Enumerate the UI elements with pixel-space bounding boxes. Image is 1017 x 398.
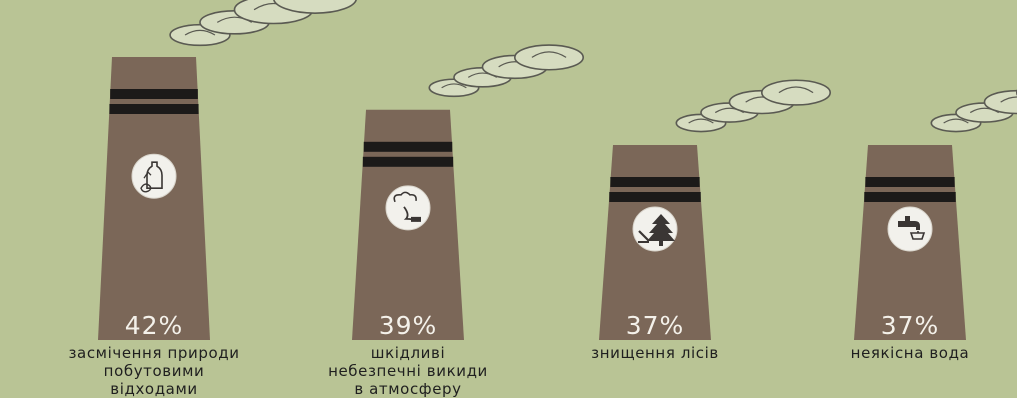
category-label-line: відходами [19, 380, 289, 398]
chimney-band [363, 157, 453, 167]
icon-badge [888, 207, 932, 251]
value-label: 37% [626, 311, 685, 340]
category-label-line: небезпечні викиди [273, 362, 543, 380]
smoke-puff [515, 45, 583, 70]
value-label: 37% [881, 311, 940, 340]
smoke-puff [762, 80, 830, 105]
chimney-band [110, 89, 198, 99]
value-label: 42% [125, 311, 184, 340]
chimney-band [610, 177, 699, 187]
chimney-band [364, 142, 453, 152]
value-label: 39% [379, 311, 438, 340]
chimney-band [865, 177, 954, 187]
chimney-band [109, 104, 198, 114]
category-label: неякісна вода [775, 344, 1017, 362]
chimney-bar: 39% [352, 45, 583, 340]
chimney-band [609, 192, 700, 202]
category-label-line: знищення лісів [520, 344, 790, 362]
chimney-band [864, 192, 955, 202]
category-label-line: побутовими [19, 362, 289, 380]
icon-badge [132, 154, 176, 198]
chimney-bar: 37% [599, 80, 830, 340]
chimney-bar: 42% [98, 0, 356, 340]
category-label-line: в атмосферу [273, 380, 543, 398]
chimney-bar: 37% [854, 80, 1017, 340]
category-label-line: неякісна вода [775, 344, 1017, 362]
category-label-line: шкідливі [273, 344, 543, 362]
category-label: знищення лісів [520, 344, 790, 362]
category-label-line: засмічення природи [19, 344, 289, 362]
